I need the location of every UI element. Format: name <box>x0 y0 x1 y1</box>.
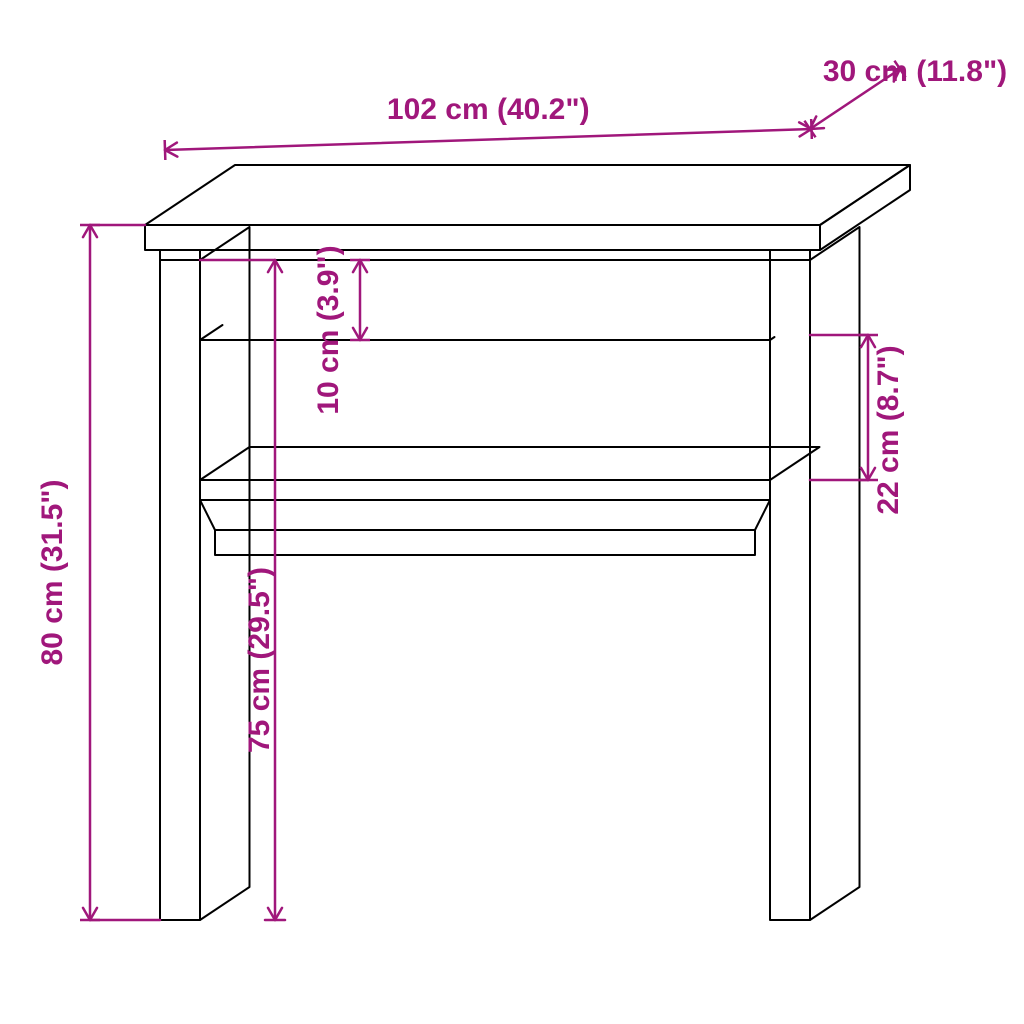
dim-width-label: 102 cm (40.2") <box>387 93 590 126</box>
dim-depth-label: 30 cm (11.8") <box>823 55 1007 88</box>
dim-apron-label: 10 cm (3.9") <box>312 245 345 414</box>
dim-shelf-gap-label: 22 cm (8.7") <box>872 345 905 514</box>
dim-height-total-label: 80 cm (31.5") <box>36 480 69 666</box>
dim-height-inner-label: 75 cm (29.5") <box>243 567 276 753</box>
